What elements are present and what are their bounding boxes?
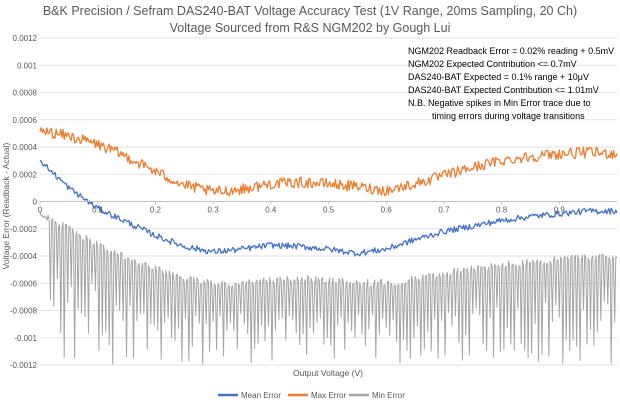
y-tick-label: -0.0002 xyxy=(10,225,38,234)
legend-label-mean: Mean Error xyxy=(241,391,281,400)
annotation-box: NGM202 Readback Error = 0.02% reading + … xyxy=(408,46,614,121)
x-tick-label: 0 xyxy=(38,206,43,215)
y-axis-title: Voltage Error (Readback - Actual) xyxy=(1,143,11,270)
annotation-line-5: N.B. Negative spikes in Min Error trace … xyxy=(408,98,591,108)
annotation-line-2: NGM202 Expected Contribution <= 0.7mV xyxy=(408,59,577,69)
x-tick-label: 0.8 xyxy=(496,206,508,215)
x-tick-label: 0.2 xyxy=(150,206,162,215)
annotation-line-4: DAS240-BAT Expected Contribution <= 1.01… xyxy=(408,85,599,95)
y-tick-label: -0.001 xyxy=(14,334,37,343)
series-line-min-error xyxy=(39,211,618,366)
x-tick-label: 0.9 xyxy=(554,206,566,215)
x-tick-label: 0.7 xyxy=(438,206,450,215)
chart-title: B&K Precision / Sefram DAS240-BAT Voltag… xyxy=(43,4,577,18)
y-tick-label: -0.0006 xyxy=(10,279,38,288)
annotation-line-1: NGM202 Readback Error = 0.02% reading + … xyxy=(408,46,614,56)
y-tick-label: 0.001 xyxy=(17,61,38,70)
legend: Mean Error Max Error Min Error xyxy=(218,391,405,400)
series-layer xyxy=(39,127,618,366)
legend-label-max: Max Error xyxy=(311,391,346,400)
y-tick-label: -0.0004 xyxy=(10,252,38,261)
legend-label-min: Min Error xyxy=(372,391,405,400)
x-tick-label: 0.5 xyxy=(323,206,335,215)
annotation-line-6: timing errors during voltage transitions xyxy=(432,111,585,121)
x-tick-label: 0.1 xyxy=(92,206,104,215)
y-tick-label: -0.0012 xyxy=(10,361,38,370)
annotation-line-3: DAS240-BAT Expected = 0.1% range + 10μV xyxy=(408,72,589,82)
y-tick-label: 0.0002 xyxy=(13,170,38,179)
series-line-max-error xyxy=(39,127,618,197)
x-axis-title: Output Voltage (V) xyxy=(293,368,363,378)
y-tick-label: 0.0012 xyxy=(13,34,38,43)
y-tick-label: 0.0004 xyxy=(13,143,38,152)
series-line-mean-error xyxy=(39,159,618,257)
chart-subtitle: Voltage Sourced from R&S NGM202 by Gough… xyxy=(170,21,451,35)
y-tick-label: 0.0006 xyxy=(13,116,38,125)
y-tick-label: 0.0008 xyxy=(13,89,38,98)
axis-layer: 0.0012 0.001 0.0008 0.0006 0.0004 0.0002 0 -0.0… xyxy=(10,34,617,370)
y-tick-label: 0 xyxy=(33,198,38,207)
x-tick-label: 0.6 xyxy=(381,206,393,215)
y-tick-label: -0.0008 xyxy=(10,307,38,316)
x-tick-label: 0.3 xyxy=(208,206,220,215)
x-tick-label: 0.4 xyxy=(265,206,277,215)
